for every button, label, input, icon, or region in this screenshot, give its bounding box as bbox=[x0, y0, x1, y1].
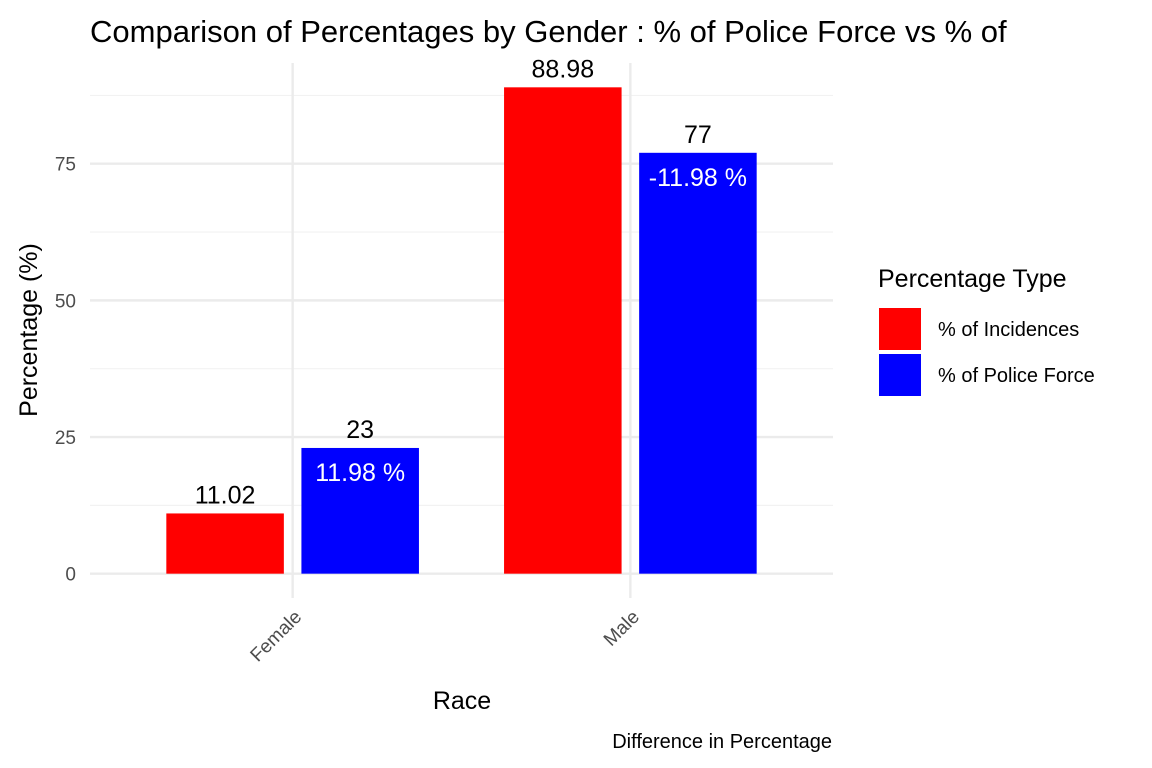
bar-male-series-2 bbox=[639, 152, 757, 574]
bar-value-label: 88.98 bbox=[532, 55, 595, 83]
data-labels: 11.02 23 11.98 % 88.98 77 -11.98 % bbox=[195, 55, 747, 509]
bars bbox=[166, 87, 757, 574]
bar-male-series-1 bbox=[504, 87, 622, 574]
legend-title: Percentage Type bbox=[878, 265, 1067, 293]
legend-swatch bbox=[879, 308, 921, 350]
legend-label: % of Incidences bbox=[938, 319, 1079, 341]
bar-value-label: 77 bbox=[684, 121, 712, 149]
y-tick-label: 50 bbox=[55, 291, 76, 312]
bar-female-series-2 bbox=[301, 447, 419, 574]
x-tick-label: Male bbox=[600, 607, 644, 651]
legend-label: % of Police Force bbox=[938, 365, 1095, 387]
x-axis-title: Race bbox=[433, 687, 491, 715]
legend: Percentage Type % of Incidences % of Poli… bbox=[878, 265, 1095, 396]
bar-female-series-1 bbox=[166, 513, 284, 574]
legend-swatch bbox=[879, 354, 921, 396]
y-axis-ticks: 0 25 50 75 bbox=[55, 155, 76, 586]
y-tick-label: 75 bbox=[55, 155, 76, 176]
difference-label: 11.98 % bbox=[315, 459, 405, 487]
x-tick-label: Female bbox=[247, 607, 307, 667]
legend-items: % of Incidences % of Police Force bbox=[879, 308, 1095, 396]
y-tick-label: 0 bbox=[65, 565, 76, 586]
chart-caption: Difference in Percentage bbox=[612, 731, 832, 753]
bar-value-label: 11.02 bbox=[195, 481, 256, 509]
chart-title: Comparison of Percentages by Gender : % … bbox=[90, 14, 1007, 49]
difference-label: -11.98 % bbox=[649, 164, 747, 192]
y-axis-title: Percentage (%) bbox=[15, 243, 43, 417]
y-tick-label: 25 bbox=[55, 428, 76, 449]
x-axis-ticks: Female Male bbox=[247, 607, 644, 667]
bar-value-label: 23 bbox=[346, 416, 374, 444]
